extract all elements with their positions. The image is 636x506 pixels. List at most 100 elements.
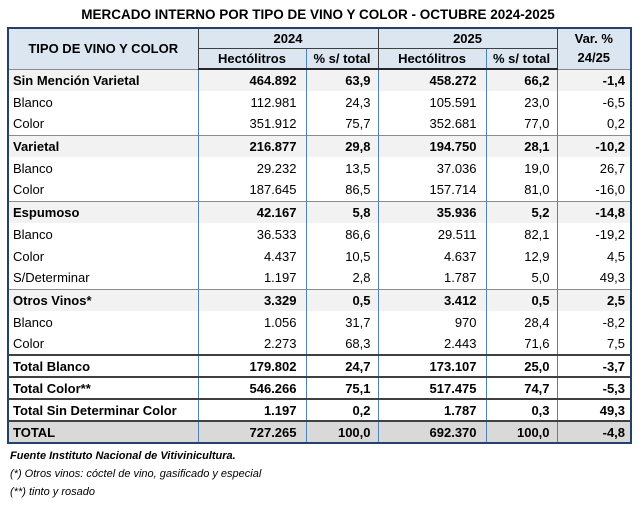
cell-pct-2024: 75,7 [305,113,379,136]
cell-pct-2025: 25,0 [485,354,558,378]
cell-pct-2024: 86,6 [305,223,379,246]
cell-hectolitros-2024: 546.266 [197,376,306,400]
cell-hectolitros-2024: 2.273 [197,333,306,356]
cell-var-pct: -8,2 [556,311,632,334]
cell-hectolitros-2024: 4.437 [197,245,306,268]
row-label: Total Blanco [8,354,198,378]
cell-pct-2024: 63,9 [305,68,379,92]
cell-hectolitros-2025: 970 [377,311,487,334]
row-label: Espumoso [8,200,198,224]
source-note: Fuente Instituto Nacional de Vitivinicul… [10,450,236,463]
cell-pct-2024: 68,3 [305,333,379,356]
cell-pct-2025: 77,0 [485,113,558,136]
cell-pct-2024: 86,5 [305,179,379,202]
cell-hectolitros-2024: 179.802 [197,354,306,378]
row-label: Sin Mención Varietal [8,68,198,92]
cell-hectolitros-2025: 352.681 [377,113,487,136]
cell-var-pct: 49,3 [556,398,632,422]
cell-pct-2024: 100,0 [305,420,379,444]
cell-pct-2025: 81,0 [485,179,558,202]
table-row: Total Sin Determinar Color 1.197 0,2 1.787 0… [8,398,632,422]
table-row: Blanco 29.232 13,5 37.036 19,0 26,7 [8,157,632,180]
table-row: TOTAL 727.265 100,0 692.370 100,0 -4,8 [8,420,632,444]
pct-2025-header: % s/ total [485,48,558,71]
cell-pct-2025: 71,6 [485,333,558,356]
cell-hectolitros-2025: 173.107 [377,354,487,378]
cell-pct-2025: 0,5 [485,288,558,312]
table-row: Blanco 112.981 24,3 105.591 23,0 -6,5 [8,91,632,114]
table-row: Color 4.437 10,5 4.637 12,9 4,5 [8,245,632,268]
cell-var-pct: 0,2 [556,113,632,136]
cell-var-pct: -14,8 [556,200,632,224]
table-row: Total Color** 546.266 75,1 517.475 74,7 -5,3 [8,376,632,400]
year-2024-header: 2024 [198,28,379,49]
cell-pct-2025: 66,2 [485,68,558,92]
row-label: Color [8,113,198,136]
cell-hectolitros-2025: 2.443 [377,333,487,356]
cell-hectolitros-2025: 105.591 [377,91,487,114]
cell-var-pct: -19,2 [556,223,632,246]
hectolitros-2024-header: Hectólitros [198,48,306,71]
row-label: Total Color** [8,376,198,400]
table-row: Sin Mención Varietal 464.892 63,9 458.272 66… [8,68,632,92]
cell-hectolitros-2025: 35.936 [377,200,487,224]
cell-hectolitros-2025: 517.475 [377,376,487,400]
cell-hectolitros-2024: 187.645 [197,179,306,202]
cell-var-pct: 49,3 [556,267,632,290]
cell-hectolitros-2024: 216.877 [197,134,306,158]
cell-hectolitros-2024: 36.533 [197,223,306,246]
footnote-tinto-rosado: (**) tinto y rosado [10,486,95,499]
cell-pct-2025: 0,3 [485,398,558,422]
cell-pct-2024: 10,5 [305,245,379,268]
cell-pct-2025: 100,0 [485,420,558,444]
row-label: Blanco [8,91,198,114]
cell-pct-2025: 74,7 [485,376,558,400]
cell-pct-2024: 5,8 [305,200,379,224]
cell-pct-2024: 31,7 [305,311,379,334]
cell-hectolitros-2025: 458.272 [377,68,487,92]
variation-header: Var. % 24/25 [557,28,632,70]
table-row: Espumoso 42.167 5,8 35.936 5,2 -14,8 [8,200,632,224]
table-row: Color 2.273 68,3 2.443 71,6 7,5 [8,333,632,356]
cell-pct-2024: 2,8 [305,267,379,290]
cell-pct-2025: 19,0 [485,157,558,180]
cell-pct-2024: 24,7 [305,354,379,378]
cell-pct-2024: 75,1 [305,376,379,400]
cell-hectolitros-2024: 42.167 [197,200,306,224]
cell-hectolitros-2024: 1.197 [197,267,306,290]
row-label: S/Determinar [8,267,198,290]
row-label: Color [8,179,198,202]
cell-pct-2025: 23,0 [485,91,558,114]
cell-var-pct: -10,2 [556,134,632,158]
cell-pct-2024: 0,5 [305,288,379,312]
cell-pct-2025: 12,9 [485,245,558,268]
cell-pct-2024: 0,2 [305,398,379,422]
cell-hectolitros-2024: 464.892 [197,68,306,92]
cell-var-pct: -4,8 [556,420,632,444]
cell-var-pct: -6,5 [556,91,632,114]
cell-hectolitros-2024: 29.232 [197,157,306,180]
cell-hectolitros-2025: 37.036 [377,157,487,180]
cell-hectolitros-2024: 351.912 [197,113,306,136]
footnotes: Fuente Instituto Nacional de Vitivinicul… [10,450,636,498]
row-label: Total Sin Determinar Color [8,398,198,422]
cell-pct-2025: 28,4 [485,311,558,334]
cell-pct-2025: 82,1 [485,223,558,246]
cell-pct-2024: 29,8 [305,134,379,158]
cell-var-pct: 2,5 [556,288,632,312]
cell-hectolitros-2024: 727.265 [197,420,306,444]
variation-header-line2: 24/25 [577,49,611,65]
cell-hectolitros-2025: 157.714 [377,179,487,202]
table-row: Blanco 36.533 86,6 29.511 82,1 -19,2 [8,223,632,246]
cell-hectolitros-2025: 1.787 [377,267,487,290]
table-row: Otros Vinos* 3.329 0,5 3.412 0,5 2,5 [8,288,632,312]
cell-hectolitros-2025: 3.412 [377,288,487,312]
pct-2024-header: % s/ total [305,48,379,71]
table-body: Sin Mención Varietal 464.892 63,9 458.272 66… [8,68,632,444]
cell-var-pct: -5,3 [556,376,632,400]
table-row: Varietal 216.877 29,8 194.750 28,1 -10,2 [8,134,632,158]
row-label: Varietal [8,134,198,158]
cell-hectolitros-2025: 4.637 [377,245,487,268]
cell-hectolitros-2024: 112.981 [197,91,306,114]
table-row: Color 187.645 86,5 157.714 81,0 -16,0 [8,179,632,202]
